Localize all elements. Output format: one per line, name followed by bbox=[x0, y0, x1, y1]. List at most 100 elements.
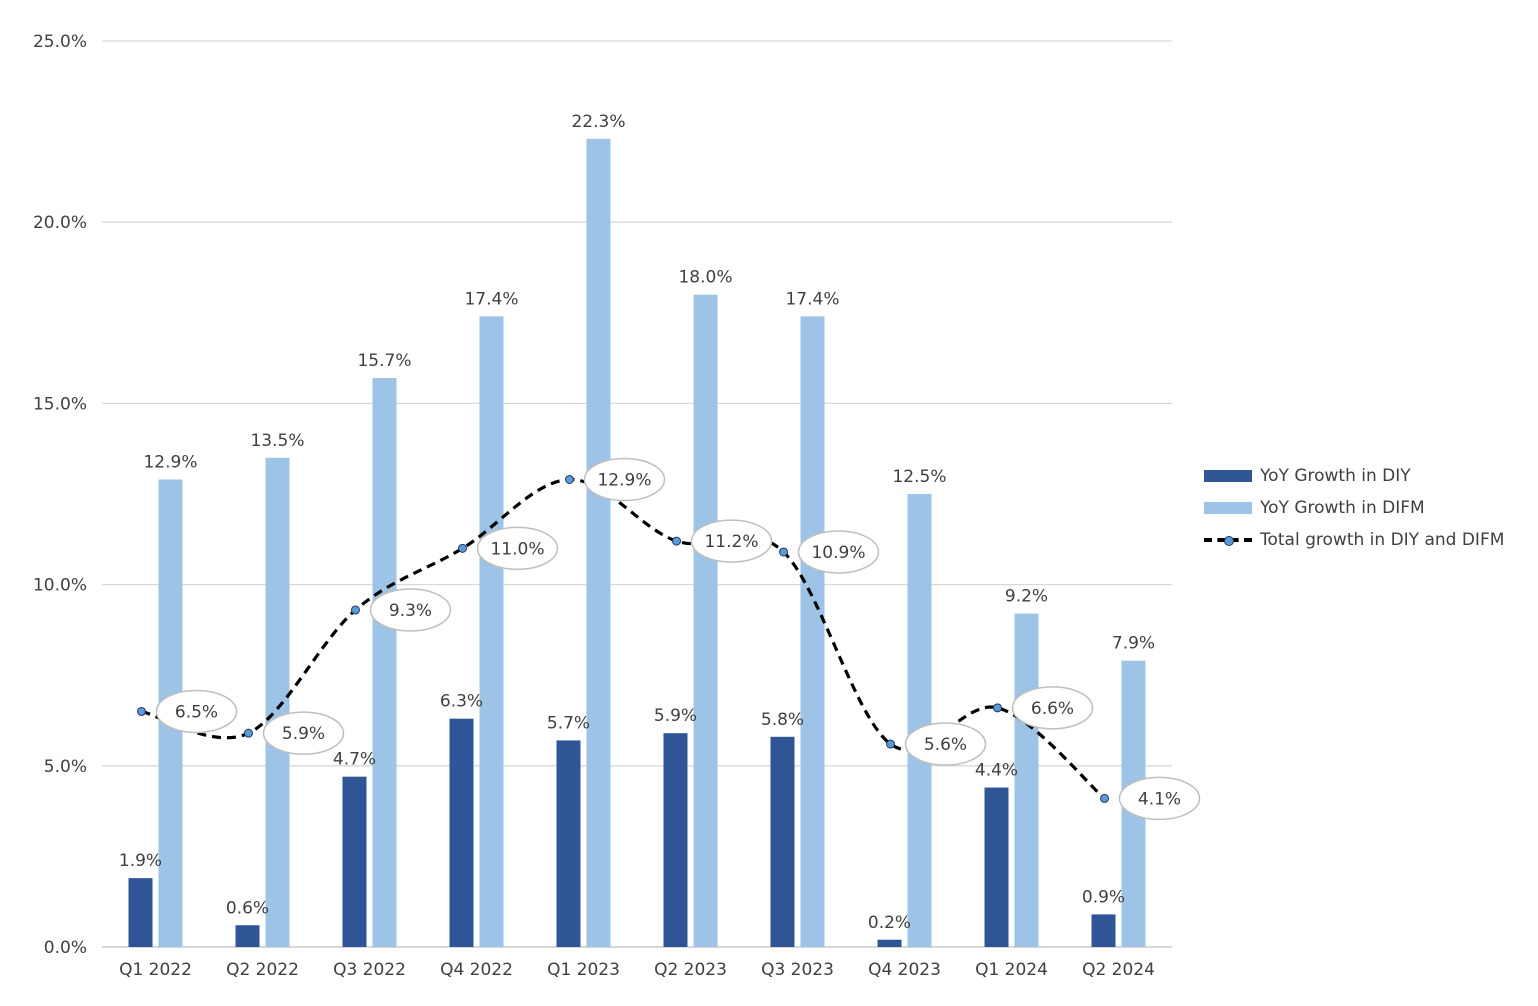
total-label-bubble bbox=[904, 722, 987, 766]
bar-difm bbox=[586, 138, 611, 947]
data-label-total: 6.5% bbox=[175, 702, 218, 722]
legend-label-total: Total growth in DIY and DIFM bbox=[1260, 530, 1505, 550]
y-tick-label: 5.0% bbox=[44, 757, 87, 777]
y-tick-label: 15.0% bbox=[33, 394, 87, 414]
total-label-bubble bbox=[1118, 776, 1201, 821]
bar-diy bbox=[663, 733, 688, 947]
data-label-total: 11.0% bbox=[490, 539, 544, 559]
data-label-diy: 4.7% bbox=[333, 750, 376, 770]
total-growth-point bbox=[886, 739, 895, 749]
x-tick-label: Q3 2022 bbox=[333, 960, 406, 980]
data-label-total: 5.6% bbox=[924, 735, 967, 755]
x-tick-label: Q1 2024 bbox=[975, 960, 1048, 980]
data-label-difm: 15.7% bbox=[357, 351, 411, 371]
total-growth-line: 6.5% 5.9% 9.3% 11.0% 12.9% 11.2% 10.9% 5.6% 6.6%… bbox=[137, 457, 1201, 821]
total-growth-point bbox=[1100, 793, 1109, 803]
data-label-total: 12.9% bbox=[597, 471, 651, 491]
bar-diy bbox=[1091, 914, 1116, 947]
bar-diy bbox=[235, 925, 260, 947]
bar-difm bbox=[479, 316, 504, 947]
legend-swatch-diy bbox=[1204, 470, 1252, 482]
total-growth-point bbox=[993, 703, 1002, 713]
bar-difm bbox=[1014, 613, 1039, 947]
bar-diy bbox=[342, 776, 367, 947]
y-tick-label: 25.0% bbox=[33, 32, 87, 52]
total-growth-point bbox=[672, 536, 681, 546]
total-label-bubble bbox=[690, 519, 773, 563]
x-axis-tick-labels: Q1 2022 Q2 2022 Q3 2022 Q4 2022 Q1 2023 Q2 20… bbox=[119, 960, 1155, 980]
data-label-difm: 18.0% bbox=[678, 268, 732, 288]
data-label-diy: 5.7% bbox=[547, 713, 590, 733]
total-label-bubble bbox=[262, 711, 345, 755]
bar-difm bbox=[907, 494, 932, 947]
total-growth-point bbox=[779, 547, 788, 557]
bar-difm bbox=[693, 294, 718, 947]
bar-difm bbox=[372, 378, 397, 948]
total-label-bubble bbox=[369, 588, 452, 632]
x-tick-label: Q2 2024 bbox=[1082, 960, 1155, 980]
legend-swatch-difm bbox=[1204, 502, 1252, 514]
data-label-diy: 0.2% bbox=[868, 913, 911, 933]
bar-difm bbox=[265, 457, 290, 947]
bar-diy bbox=[556, 740, 581, 947]
x-tick-label: Q1 2023 bbox=[547, 960, 620, 980]
total-label-bubble bbox=[583, 457, 666, 502]
data-label-diy: 4.4% bbox=[975, 761, 1018, 781]
bar-diy bbox=[984, 787, 1009, 947]
data-label-difm: 12.5% bbox=[892, 467, 946, 487]
x-tick-label: Q2 2022 bbox=[226, 960, 299, 980]
x-tick-label: Q4 2023 bbox=[868, 960, 941, 980]
total-label-bubble bbox=[1011, 686, 1094, 730]
data-labels: 1.9% 12.9% 0.6% 13.5% 4.7% 15.7% 6.3% 17.4% 5.7%… bbox=[119, 112, 1155, 933]
data-label-difm: 17.4% bbox=[785, 289, 839, 309]
total-growth-point bbox=[244, 728, 253, 738]
bar-diy bbox=[770, 736, 795, 947]
data-label-total: 4.1% bbox=[1138, 789, 1181, 809]
bar-diy bbox=[877, 939, 902, 947]
legend-item-diy: YoY Growth in DIY bbox=[1204, 460, 1504, 492]
data-label-diy: 0.6% bbox=[226, 898, 269, 918]
total-label-bubble bbox=[155, 689, 238, 734]
data-label-diy: 0.9% bbox=[1082, 887, 1125, 907]
y-tick-label: 20.0% bbox=[33, 213, 87, 233]
data-label-difm: 7.9% bbox=[1112, 634, 1155, 654]
total-label-bubble bbox=[476, 526, 559, 571]
total-label-bubble bbox=[797, 530, 880, 574]
y-tick-label: 10.0% bbox=[33, 576, 87, 596]
data-label-diy: 6.3% bbox=[440, 692, 483, 712]
total-growth-point bbox=[137, 706, 146, 716]
data-label-total: 5.9% bbox=[282, 724, 325, 744]
data-label-difm: 17.4% bbox=[464, 289, 518, 309]
data-label-total: 10.9% bbox=[811, 543, 865, 563]
x-tick-label: Q3 2023 bbox=[761, 960, 834, 980]
total-growth-point bbox=[351, 605, 360, 615]
legend-item-difm: YoY Growth in DIFM bbox=[1204, 492, 1504, 524]
y-axis-tick-labels: 0.0% 5.0% 10.0% 15.0% 20.0% 25.0% bbox=[33, 32, 87, 958]
legend-item-total: Total growth in DIY and DIFM bbox=[1204, 524, 1504, 556]
bar-diy bbox=[449, 718, 474, 947]
data-label-difm: 9.2% bbox=[1005, 587, 1048, 607]
total-growth-point bbox=[565, 475, 574, 485]
data-label-diy: 5.9% bbox=[654, 706, 697, 726]
data-label-difm: 12.9% bbox=[143, 453, 197, 473]
data-label-diy: 5.8% bbox=[761, 710, 804, 730]
legend-label-difm: YoY Growth in DIFM bbox=[1260, 498, 1425, 518]
bars bbox=[128, 138, 1146, 948]
data-label-difm: 22.3% bbox=[571, 112, 625, 132]
x-tick-label: Q2 2023 bbox=[654, 960, 727, 980]
data-label-difm: 13.5% bbox=[250, 431, 304, 451]
x-tick-label: Q1 2022 bbox=[119, 960, 192, 980]
data-label-total: 6.6% bbox=[1031, 699, 1074, 719]
legend-label-diy: YoY Growth in DIY bbox=[1260, 466, 1411, 486]
y-tick-label: 0.0% bbox=[44, 938, 87, 958]
legend-swatch-total bbox=[1204, 534, 1252, 546]
total-growth-point bbox=[458, 543, 467, 553]
data-label-diy: 1.9% bbox=[119, 851, 162, 871]
data-label-total: 9.3% bbox=[389, 601, 432, 621]
bar-difm bbox=[800, 316, 825, 947]
x-tick-label: Q4 2022 bbox=[440, 960, 513, 980]
data-label-total: 11.2% bbox=[704, 532, 758, 552]
legend: YoY Growth in DIY YoY Growth in DIFM Tot… bbox=[1204, 460, 1504, 556]
bar-diy bbox=[128, 878, 153, 947]
